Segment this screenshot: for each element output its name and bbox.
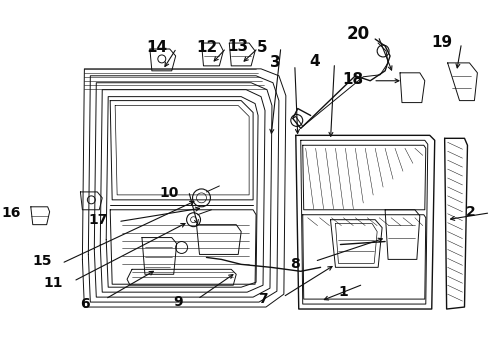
Text: 1: 1 xyxy=(339,285,348,299)
Text: 15: 15 xyxy=(32,255,51,269)
Text: 19: 19 xyxy=(431,35,452,50)
Text: 2: 2 xyxy=(466,205,475,219)
Text: 4: 4 xyxy=(309,54,320,69)
Text: 8: 8 xyxy=(290,257,300,271)
Text: 5: 5 xyxy=(257,40,268,54)
Text: 13: 13 xyxy=(228,39,249,54)
Text: 11: 11 xyxy=(44,276,63,290)
Text: 6: 6 xyxy=(80,297,90,311)
Text: 17: 17 xyxy=(89,213,108,227)
Text: 20: 20 xyxy=(347,25,370,43)
Text: 18: 18 xyxy=(343,72,364,87)
Text: 7: 7 xyxy=(258,292,268,306)
Text: 16: 16 xyxy=(1,206,21,220)
Text: 14: 14 xyxy=(147,40,168,54)
Text: 12: 12 xyxy=(196,40,217,54)
Text: 9: 9 xyxy=(173,295,182,309)
Text: 3: 3 xyxy=(270,55,280,71)
Text: 10: 10 xyxy=(159,186,178,200)
